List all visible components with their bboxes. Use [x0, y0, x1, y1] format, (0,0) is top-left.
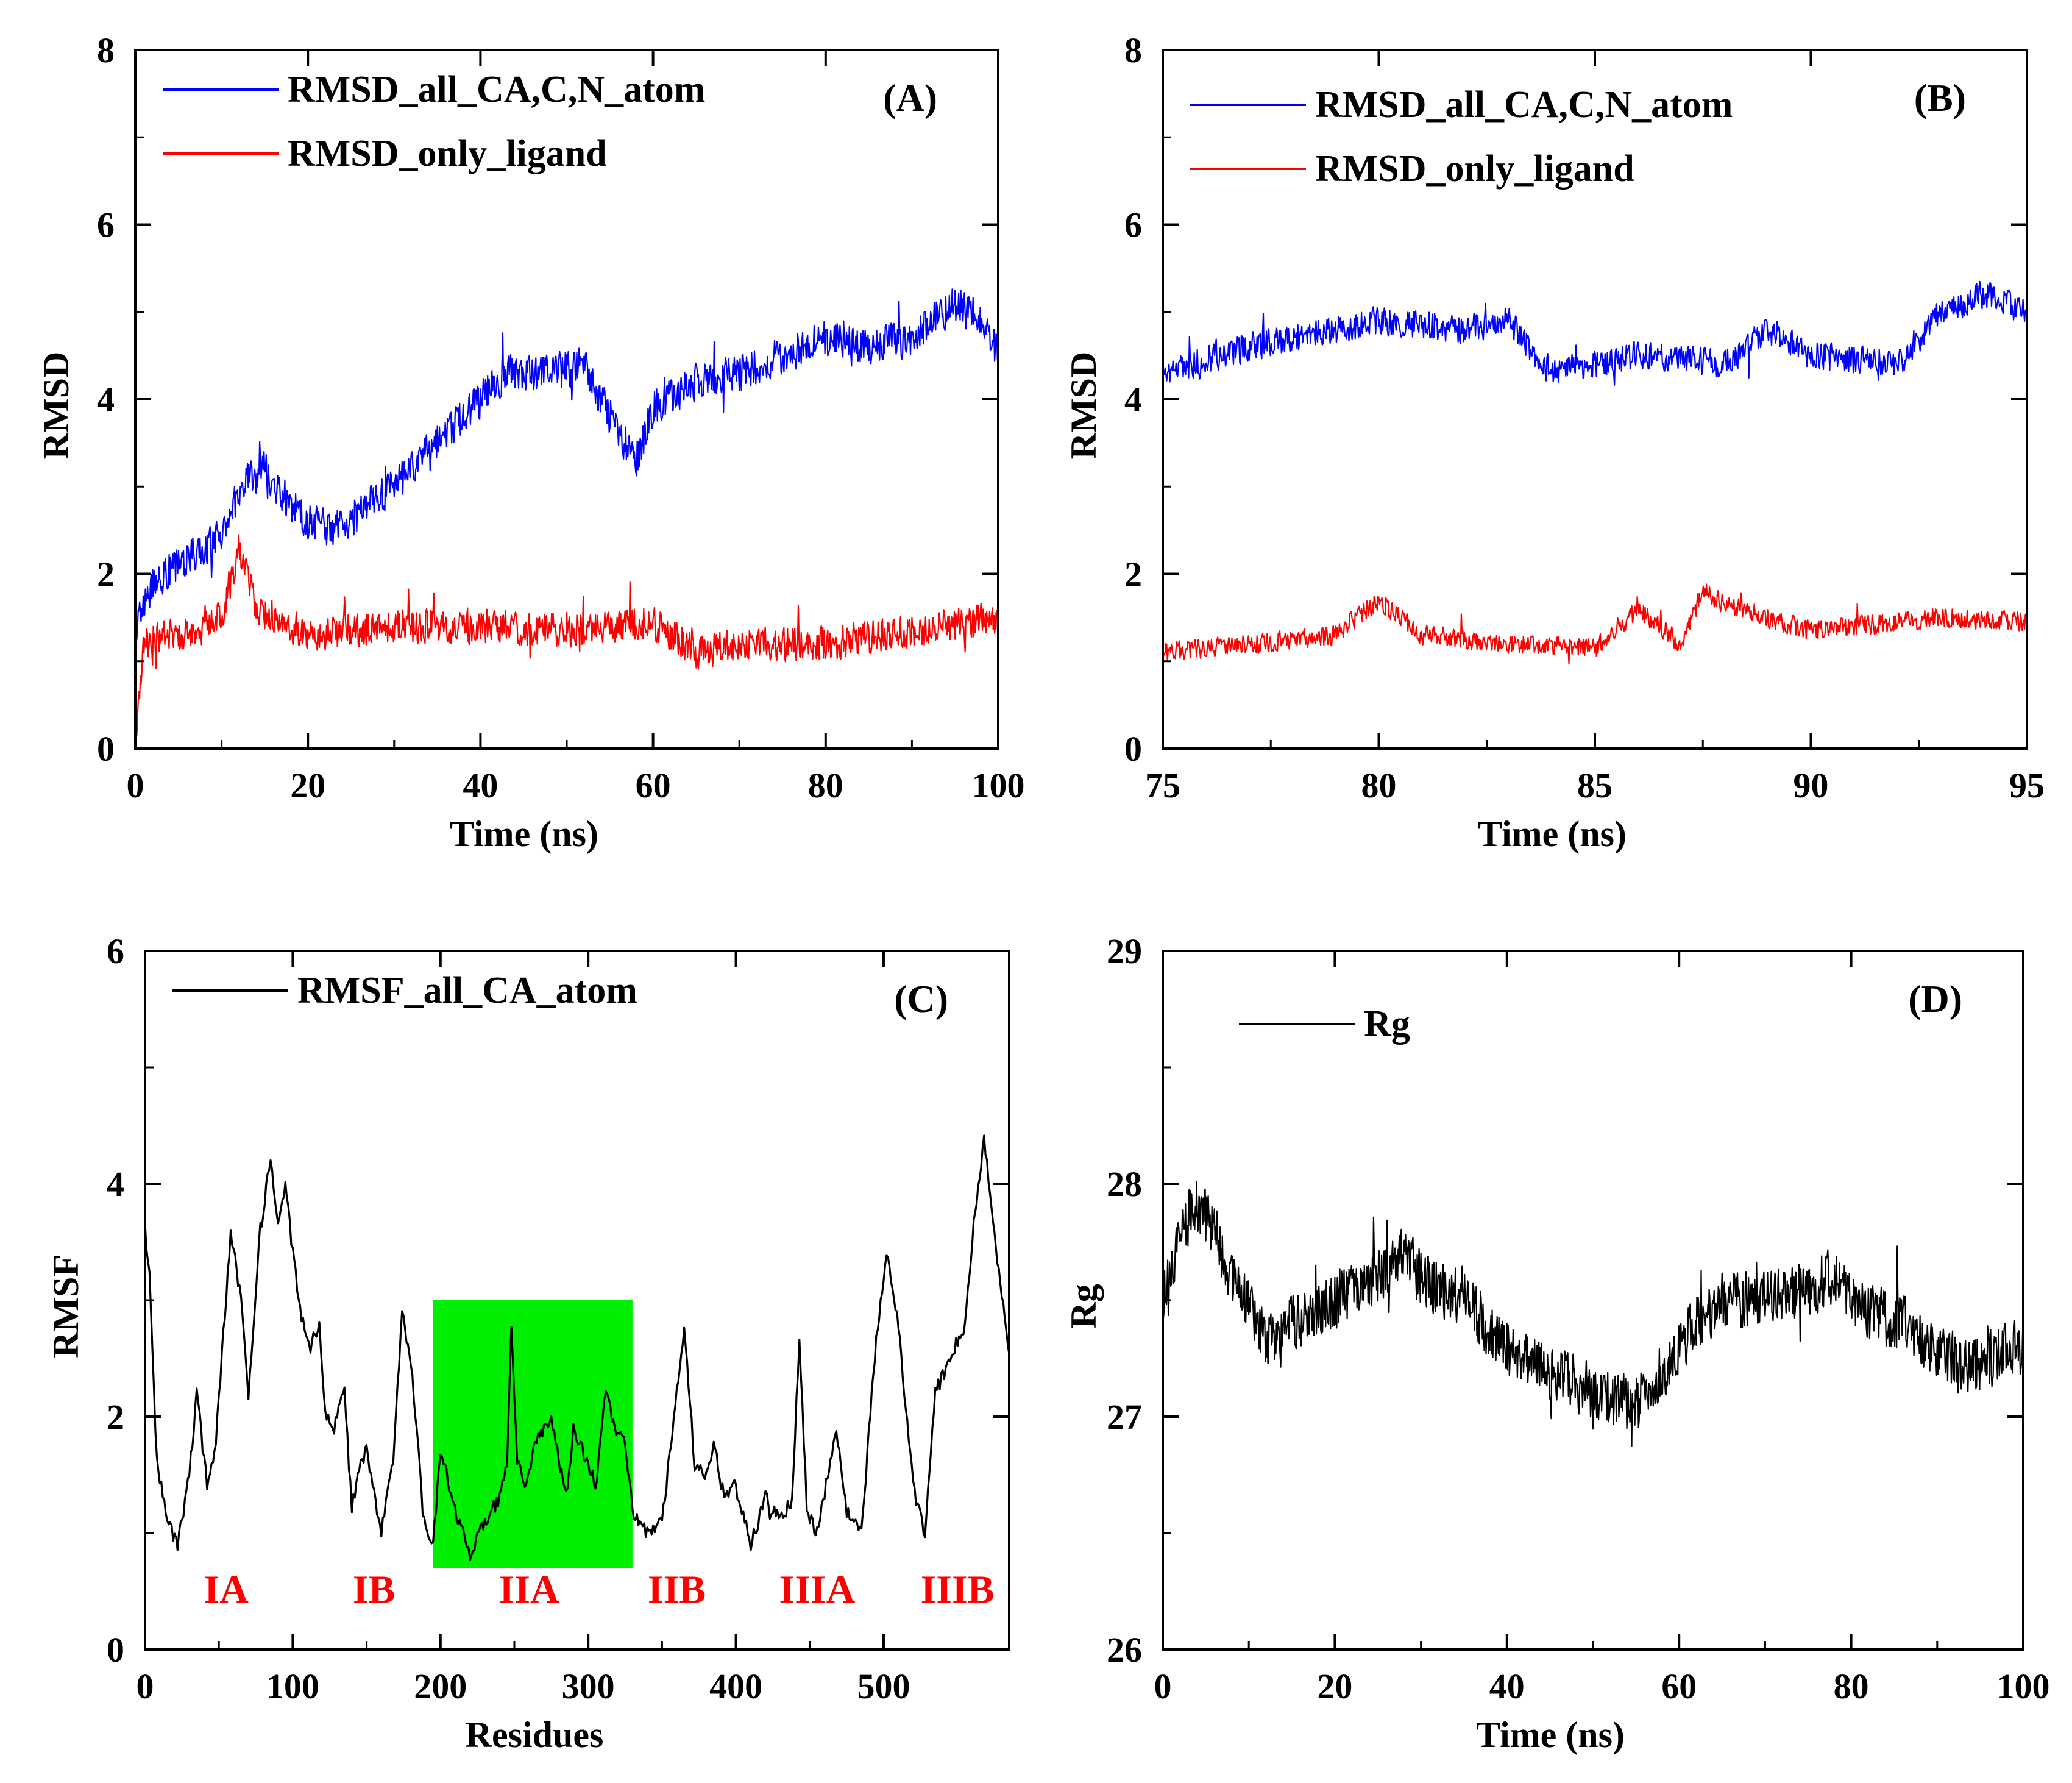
- y-tick-label: 6: [97, 205, 115, 245]
- domain-label: IIIB: [921, 1568, 995, 1612]
- x-tick-label: 85: [1577, 766, 1613, 805]
- legend: RMSD_all_CA,C,N_atom RMSD_only_ligand: [163, 69, 705, 174]
- legend-label: RMSD_all_CA,C,N_atom: [1315, 84, 1733, 126]
- panel-b: 75 80 85 90 95 0 2 4 6 8 Time (ns) RMSD (B) RMSD_all_…: [1063, 30, 2045, 854]
- x-tick-label: 0: [127, 766, 144, 805]
- y-tick-label: 4: [97, 380, 115, 419]
- y-tick-label: 0: [1124, 729, 1142, 769]
- x-tick-label: 400: [709, 1667, 762, 1706]
- y-tick-label: 27: [1107, 1397, 1142, 1437]
- legend: RMSD_all_CA,C,N_atom RMSD_only_ligand: [1190, 84, 1733, 190]
- x-tick-label: 300: [562, 1667, 615, 1706]
- x-tick-label: 0: [137, 1667, 154, 1706]
- y-axis-label: Rg: [1063, 1284, 1104, 1328]
- y-axis-label: RMSF: [46, 1255, 86, 1358]
- y-tick-label: 6: [107, 931, 124, 971]
- x-axis-label: Time (ns): [1476, 1715, 1625, 1755]
- y-tick-label: 2: [97, 555, 115, 594]
- y-tick-label: 6: [1124, 205, 1142, 245]
- y-tick-label: 2: [107, 1397, 124, 1437]
- y-tick-label: 26: [1107, 1630, 1142, 1670]
- x-tick-label: 100: [1997, 1667, 2050, 1706]
- panel-d: 0 20 40 60 80 100 26 27 28 29 Time (ns) Rg (D) Rg: [1063, 931, 2050, 1755]
- x-tick-label: 40: [463, 766, 498, 805]
- x-axis-label: Residues: [466, 1715, 604, 1755]
- legend-label: RMSD_all_CA,C,N_atom: [288, 69, 705, 110]
- panel-label: (C): [894, 977, 948, 1020]
- y-tick-label: 28: [1107, 1164, 1142, 1204]
- legend: Rg: [1239, 1003, 1410, 1045]
- x-tick-label: 20: [290, 766, 325, 805]
- panel-label: (B): [1914, 76, 1966, 119]
- legend: RMSF_all_CA_atom: [172, 970, 637, 1011]
- y-tick-label: 8: [1124, 30, 1142, 70]
- series-line-1: [1162, 280, 2028, 386]
- series-line-1: [135, 288, 999, 641]
- domain-label: IIB: [648, 1568, 706, 1612]
- panel-label: (D): [1908, 977, 1962, 1020]
- series-line-1: [1162, 1180, 2024, 1447]
- highlight-region: [433, 1300, 633, 1568]
- x-tick-label: 80: [808, 766, 843, 805]
- legend-label: Rg: [1364, 1003, 1410, 1045]
- domain-label: IB: [353, 1568, 396, 1612]
- y-tick-label: 29: [1107, 931, 1142, 971]
- panel-label: (A): [883, 76, 937, 119]
- series-line-2: [134, 534, 999, 749]
- x-tick-label: 100: [972, 766, 1025, 805]
- x-tick-label: 40: [1489, 1667, 1525, 1706]
- x-tick-label: 80: [1361, 766, 1397, 805]
- x-tick-label: 90: [1793, 766, 1829, 805]
- x-axis-label: Time (ns): [450, 814, 598, 854]
- x-tick-label: 80: [1834, 1667, 1869, 1706]
- legend-label: RMSF_all_CA_atom: [297, 970, 637, 1011]
- y-tick-label: 2: [1124, 555, 1142, 594]
- panel-a: 0 20 40 60 80 100 0 2 4 6 8 Time (ns) RMSD (A) RMSD_al…: [36, 30, 1025, 854]
- x-tick-label: 95: [2009, 766, 2045, 805]
- legend-label: RMSD_only_ligand: [288, 133, 607, 174]
- x-tick-label: 0: [1154, 1667, 1172, 1706]
- y-tick-label: 4: [1124, 380, 1142, 419]
- x-tick-label: 75: [1145, 766, 1180, 805]
- domain-label: IIIA: [779, 1568, 856, 1612]
- legend-label: RMSD_only_ligand: [1315, 148, 1634, 190]
- x-tick-label: 200: [414, 1667, 467, 1706]
- x-tick-label: 500: [857, 1667, 910, 1706]
- x-axis-label: Time (ns): [1478, 814, 1627, 854]
- series-line-1: [144, 1134, 1010, 1561]
- y-tick-label: 0: [97, 729, 115, 769]
- x-tick-label: 100: [266, 1667, 319, 1706]
- x-tick-label: 60: [1661, 1667, 1697, 1706]
- y-tick-label: 8: [97, 30, 115, 70]
- y-tick-label: 4: [107, 1164, 124, 1204]
- y-axis-label: RMSD: [1063, 352, 1104, 460]
- x-tick-label: 20: [1317, 1667, 1352, 1706]
- x-tick-label: 60: [636, 766, 671, 805]
- domain-label: IA: [204, 1568, 249, 1612]
- panel-c: 0 100 200 300 400 500 0 2 4 6 Residues RMSF (C) RMSF_…: [46, 931, 1010, 1755]
- series-line-2: [1162, 583, 2028, 664]
- y-axis-label: RMSD: [36, 352, 76, 460]
- y-tick-label: 0: [107, 1630, 124, 1670]
- domain-label: IIA: [499, 1568, 559, 1612]
